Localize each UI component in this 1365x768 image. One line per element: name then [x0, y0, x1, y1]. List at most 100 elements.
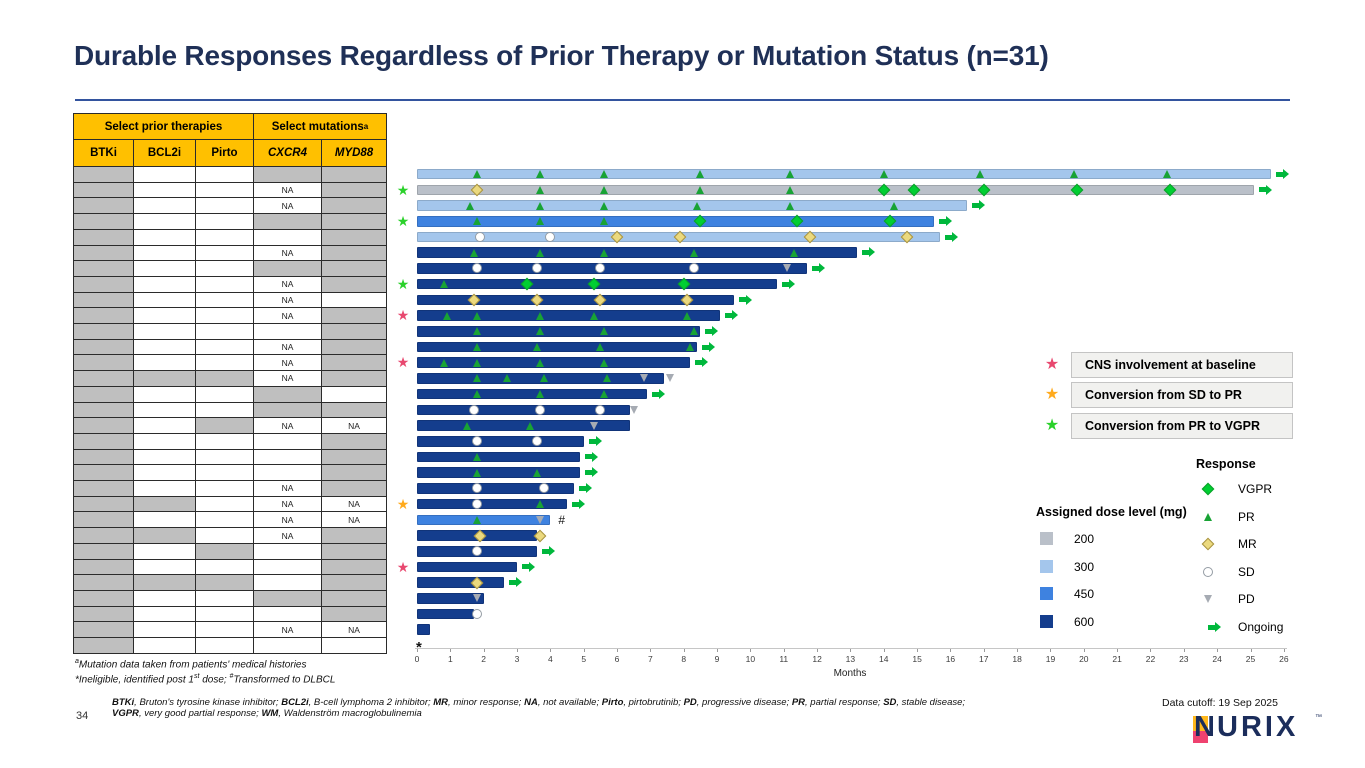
- ongoing-arrow-icon: [972, 200, 986, 211]
- axis-tick: [1283, 649, 1285, 652]
- marker-sd-circle: [538, 483, 549, 494]
- cell-btki: [74, 182, 134, 199]
- marker-pr-triangle: [439, 358, 448, 367]
- table-row: NA NA: [74, 512, 387, 529]
- cell-bcl2i: [134, 214, 196, 230]
- swimmer-bar: [417, 608, 474, 620]
- cell-bcl2i: [134, 198, 196, 215]
- marker-pr-triangle: [689, 248, 698, 257]
- cell-myd88: [322, 324, 387, 340]
- marker-pr-triangle: [473, 311, 481, 320]
- marker-pr-triangle: [589, 311, 598, 320]
- marker-pr-triangle: [689, 327, 698, 336]
- swimmer-bar: [417, 357, 691, 368]
- marker-pr-triangle: [683, 311, 692, 320]
- table-row: [74, 465, 387, 482]
- cell-myd88: [322, 198, 387, 215]
- axis-tick-label: 3: [514, 654, 520, 664]
- marker-pr-triangle: [786, 185, 795, 194]
- swimmer-bar: [417, 483, 574, 494]
- axis-tick: [650, 649, 652, 652]
- marker-sd-circle: [535, 404, 546, 415]
- cell-myd88: [322, 402, 387, 419]
- ongoing-arrow-icon: [508, 577, 522, 588]
- logo-trademark: ™: [1315, 714, 1322, 721]
- axis-tick: [1083, 649, 1085, 652]
- cell-pirto: [196, 590, 254, 607]
- col-header-pirto: Pirto: [196, 140, 254, 167]
- cell-pirto: [196, 622, 254, 639]
- marker-pr-triangle: [789, 248, 798, 257]
- axis-tick-label: 0: [414, 654, 420, 664]
- footnote-text: , minor response;: [448, 697, 525, 708]
- marker-sd-circle: [545, 232, 556, 243]
- marker-pr-triangle: [1163, 170, 1172, 179]
- dose-swatch-600: [1040, 615, 1053, 629]
- response-legend-item-ongoing: Ongoing: [1200, 619, 1310, 634]
- marker-pr-triangle: [536, 185, 545, 194]
- marker-pr-triangle: [976, 170, 985, 179]
- abbrev-line: VGPR, very good partial response; WM, Wa…: [112, 708, 1158, 719]
- response-label: Ongoing: [1238, 620, 1284, 634]
- cell-myd88: [322, 292, 387, 309]
- axis-tick: [817, 649, 819, 652]
- cell-pirto: [196, 308, 254, 325]
- axis-tick: [750, 649, 752, 652]
- marker-pr-triangle: [536, 217, 545, 226]
- cell-btki: [74, 606, 134, 623]
- footnote-text: Pirto: [601, 697, 624, 708]
- footnote-text: , not available;: [537, 697, 602, 708]
- marker-pr-triangle: [786, 201, 795, 210]
- footnote-text: dose;: [199, 674, 230, 686]
- axis-tick: [517, 649, 519, 652]
- ongoing-arrow-icon: [585, 467, 599, 478]
- footnote-text: PR: [791, 697, 806, 708]
- cell-bcl2i: [134, 276, 196, 293]
- cell-btki: [74, 339, 134, 356]
- table-row: [74, 402, 387, 419]
- cell-pirto: [196, 559, 254, 576]
- dose-label: 300: [1074, 559, 1095, 574]
- ongoing-arrow-icon: [738, 294, 752, 305]
- cell-cxcr4: NA: [254, 371, 322, 387]
- footnote-text: a: [75, 658, 79, 665]
- cell-myd88: [322, 167, 387, 183]
- table-row: [74, 638, 387, 654]
- axis-tick: [850, 649, 852, 652]
- footnote-text: BTKi: [112, 697, 135, 708]
- marker-sd-circle: [468, 404, 479, 415]
- marker-sd-circle: [472, 499, 482, 510]
- table-row: NA: [74, 308, 387, 325]
- cell-btki: [74, 261, 134, 277]
- axis-tick-label: 16: [945, 654, 956, 664]
- swimmer-bar: [417, 168, 1271, 180]
- footnote-text: BCL2i: [281, 697, 309, 708]
- cell-pirto: [196, 606, 254, 623]
- swimmer-bar: [417, 216, 934, 227]
- marker-pr-triangle: [536, 390, 545, 399]
- axis-tick: [450, 649, 452, 652]
- cell-bcl2i: [134, 543, 196, 560]
- marker-pr-triangle: [439, 280, 448, 289]
- cell-myd88: [322, 543, 387, 560]
- dose-legend-title: Assigned dose level (mg): [1036, 505, 1187, 519]
- marker-vgpr-diamond: [1201, 482, 1215, 496]
- cell-bcl2i: [134, 481, 196, 497]
- cell-btki: [74, 496, 134, 513]
- cell-btki: [74, 324, 134, 340]
- cell-cxcr4: NA: [254, 496, 322, 513]
- table-row: NA NA: [74, 496, 387, 513]
- cell-cxcr4: NA: [254, 276, 322, 293]
- col-header-myd88: MYD88: [322, 140, 387, 167]
- marker-pr-triangle: [599, 185, 608, 194]
- axis-tick-label: 2: [481, 654, 487, 664]
- ongoing-arrow-icon: [542, 545, 556, 556]
- marker-pr-triangle: [463, 421, 471, 430]
- marker-pr-triangle: [879, 170, 888, 179]
- response-legend-title: Response: [1196, 457, 1256, 471]
- table-row: [74, 449, 387, 466]
- response-label: PR: [1238, 509, 1255, 524]
- footnote-text: , stable disease;: [896, 697, 966, 708]
- marker-pr-triangle: [1204, 512, 1212, 521]
- axis-tick-label: 25: [1245, 654, 1256, 664]
